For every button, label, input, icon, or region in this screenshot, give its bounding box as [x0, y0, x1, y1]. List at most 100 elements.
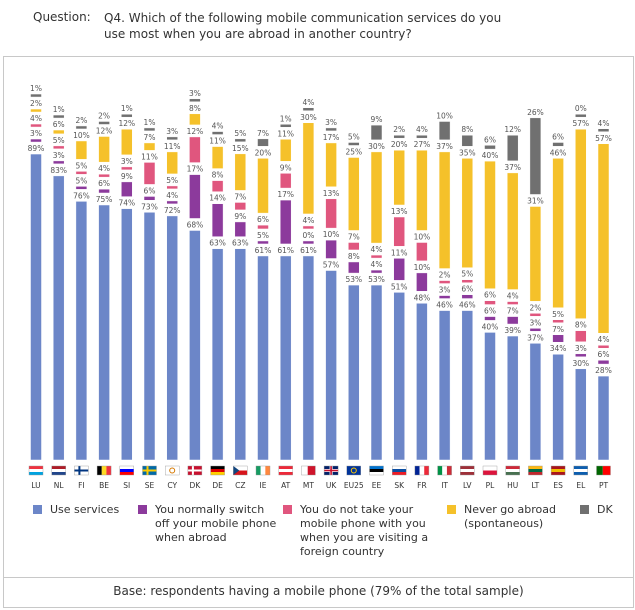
flag-border	[369, 465, 384, 476]
flag-stripe	[233, 466, 248, 471]
bar-at-series-3	[279, 139, 292, 162]
bar-be-series-1	[98, 188, 110, 194]
flag-field	[346, 466, 361, 475]
flag-it-icon	[437, 465, 452, 476]
bar-lu-series-2	[30, 123, 42, 128]
flag-stripe	[210, 466, 225, 469]
flag-stripe	[260, 466, 266, 475]
category-label-mt: MT	[303, 481, 314, 490]
data-label-cy-series-2: 5%	[166, 176, 178, 185]
category-label-si: SI	[123, 481, 130, 490]
bar-dk-series-0	[189, 230, 201, 461]
bar-se-series-0	[143, 212, 156, 461]
data-label-cy-series-0: 72%	[164, 206, 181, 215]
bar-lv-series-1	[461, 294, 474, 299]
category-label-se: SE	[145, 481, 155, 490]
bar-lt-series-2	[529, 313, 542, 317]
bar-be-series-0	[98, 204, 110, 461]
category-label-el: EL	[576, 481, 586, 490]
data-label-dk-series-4: 3%	[189, 89, 201, 98]
flag-hu-icon	[505, 465, 520, 476]
category-label-de: DE	[212, 481, 223, 490]
category-label-at: AT	[281, 481, 291, 490]
flag-cz-icon	[233, 465, 248, 476]
flag-fr-icon	[414, 465, 430, 476]
bar-pl-series-3	[484, 160, 496, 289]
flag-border	[96, 465, 112, 476]
bar-ie-series-1	[257, 240, 269, 245]
data-label-eu25-series-0: 53%	[345, 275, 362, 284]
data-label-el-series-0: 30%	[572, 359, 589, 368]
bar-cy-series-0	[166, 215, 178, 461]
data-label-mt-series-3: 30%	[300, 113, 317, 122]
data-label-fr-series-0: 48%	[414, 293, 431, 302]
data-label-lv-series-4: 8%	[461, 125, 473, 134]
bar-dk-series-2	[189, 136, 201, 163]
flag-stripe	[460, 472, 475, 475]
category-label-es: ES	[553, 481, 563, 490]
flag-emblem	[350, 467, 357, 474]
bar-fi-series-2	[75, 171, 88, 175]
bar-sk-series-2	[393, 216, 405, 247]
flag-emblem	[169, 467, 176, 474]
data-label-el-series-2: 8%	[575, 321, 587, 330]
bar-ee-series-0	[370, 284, 383, 461]
flag-stripe	[29, 469, 43, 472]
data-label-cz-series-1: 9%	[234, 212, 246, 221]
data-label-si-series-1: 9%	[121, 172, 133, 181]
bar-de-series-2	[211, 180, 224, 192]
flag-be-icon	[96, 465, 112, 476]
data-label-hu-series-0: 39%	[504, 326, 521, 335]
bar-si-series-2	[121, 166, 133, 171]
flag-cross	[324, 469, 339, 472]
data-label-be-series-3: 12%	[96, 126, 113, 135]
data-label-be-series-4: 2%	[98, 111, 110, 120]
data-label-dk-series-0: 68%	[187, 220, 204, 229]
bar-sk-series-0	[393, 292, 405, 461]
bar-lu-series-4	[30, 93, 42, 98]
flag-stripe	[51, 472, 66, 475]
flag-border	[278, 465, 293, 476]
flag-border	[187, 465, 203, 476]
flag-stripe	[528, 469, 543, 472]
data-label-cz-series-2: 7%	[234, 192, 246, 201]
data-label-fr-series-3: 27%	[414, 140, 431, 149]
data-label-ie-series-4: 7%	[257, 129, 269, 138]
data-label-cz-series-0: 63%	[232, 239, 249, 248]
bar-eu25-series-1	[348, 261, 360, 274]
flag-border	[142, 465, 157, 476]
bar-nl-series-0	[52, 175, 65, 461]
bar-pt-series-4	[597, 128, 610, 133]
bar-es-series-4	[552, 142, 564, 147]
data-label-es-series-2: 5%	[552, 310, 564, 319]
bar-se-series-1	[143, 196, 156, 201]
bar-lu-series-0	[30, 153, 42, 461]
flag-stripe	[301, 466, 308, 475]
flag-border	[164, 465, 180, 476]
bar-it-series-1	[438, 295, 451, 299]
bar-ie-series-2	[257, 224, 269, 230]
data-label-se-series-1: 6%	[144, 186, 156, 195]
bar-nl-series-4	[52, 114, 65, 119]
data-label-lv-series-1: 6%	[461, 285, 473, 294]
flag-stripe	[573, 469, 588, 472]
flag-lv-icon	[460, 465, 475, 476]
flag-stripe	[29, 466, 43, 469]
data-label-lt-series-0: 37%	[527, 333, 544, 342]
bar-pt-series-3	[597, 143, 610, 334]
data-label-it-series-4: 10%	[436, 111, 453, 120]
category-label-fi: FI	[78, 481, 85, 490]
data-label-lv-series-3: 35%	[459, 148, 476, 157]
data-label-at-series-2: 9%	[280, 163, 292, 172]
data-label-de-series-4: 4%	[212, 122, 224, 131]
data-label-pt-series-2: 4%	[598, 335, 610, 344]
data-label-cy-series-4: 3%	[166, 127, 178, 136]
data-label-si-series-0: 74%	[118, 199, 135, 208]
bar-sk-series-4	[393, 134, 405, 139]
bar-mt-series-2	[302, 225, 315, 230]
bar-ie-series-4	[257, 138, 269, 147]
bar-el-series-4	[575, 113, 587, 118]
data-label-uk-series-3: 17%	[323, 133, 340, 142]
bar-lt-series-3	[529, 206, 542, 302]
bar-cy-series-2	[166, 185, 178, 190]
